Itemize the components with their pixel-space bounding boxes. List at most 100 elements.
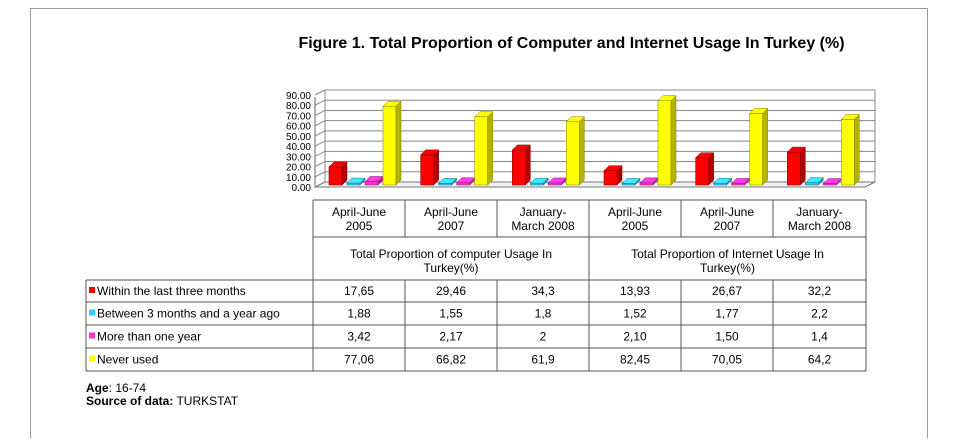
- y-tick-label: 80.00: [286, 101, 311, 112]
- legend-label: Within the last three months: [97, 284, 246, 298]
- bar-side: [708, 152, 714, 186]
- bar-side: [854, 113, 860, 186]
- data-label: 2,10: [623, 330, 647, 344]
- bar: [731, 177, 751, 186]
- group-label: Total Proportion of Internet Usage In: [631, 247, 824, 261]
- source-value: TURKSTAT: [173, 394, 239, 408]
- data-label: 17,65: [344, 284, 374, 298]
- bar: [529, 177, 549, 186]
- bar-front: [328, 166, 343, 186]
- legend-swatch: [89, 355, 95, 362]
- bar-side: [762, 107, 768, 186]
- bar-front: [512, 149, 526, 186]
- y-tick-label: 30.00: [286, 152, 311, 163]
- bar-top: [603, 165, 623, 172]
- y-tick-label: 60.00: [286, 122, 311, 133]
- y-tick-label: 50.00: [286, 132, 311, 143]
- data-label: 1,8: [535, 307, 552, 321]
- y-tick-label: 90.00: [286, 91, 311, 102]
- data-label: 3,42: [347, 330, 371, 344]
- y-tick-label: 40.00: [286, 142, 311, 153]
- bar-side: [487, 111, 493, 186]
- bar-front: [548, 182, 562, 186]
- data-label: 1,77: [715, 307, 739, 321]
- bar-top: [621, 178, 641, 184]
- category-label: 2007: [714, 219, 741, 233]
- bar-top: [749, 108, 769, 114]
- bar-front: [787, 151, 801, 186]
- bar-front: [474, 116, 488, 186]
- bar-top: [438, 178, 458, 184]
- bar: [438, 177, 458, 186]
- y-tick-label: 10.00: [286, 173, 311, 184]
- bar-front: [382, 105, 397, 186]
- bar: [840, 113, 860, 186]
- data-label: 66,82: [436, 353, 466, 367]
- bar: [749, 107, 769, 186]
- bar-front: [566, 121, 580, 186]
- data-label: 1,55: [439, 307, 463, 321]
- data-label: 64,2: [808, 353, 832, 367]
- data-label: 70,05: [712, 353, 742, 367]
- bar-top: [382, 100, 402, 107]
- bar: [382, 100, 402, 186]
- bar-side: [525, 144, 531, 186]
- bar: [713, 177, 733, 186]
- data-label: 32,2: [808, 284, 832, 298]
- category-label: 2005: [346, 219, 373, 233]
- bar-top: [565, 116, 585, 122]
- y-tick-label: 70.00: [286, 111, 311, 122]
- bar-front: [456, 182, 470, 186]
- data-label: 26,67: [712, 284, 742, 298]
- bar: [328, 161, 348, 186]
- y-tick-label: 20.00: [286, 163, 311, 174]
- bar: [621, 177, 641, 186]
- age-note: Age: 16-74: [86, 381, 146, 395]
- age-label: Age: [86, 381, 109, 395]
- bar-top: [529, 177, 549, 184]
- bar-side: [579, 116, 585, 186]
- age-value: : 16-74: [108, 381, 147, 395]
- bar: [695, 152, 715, 186]
- category-label: March 2008: [511, 219, 575, 233]
- bar: [565, 116, 585, 186]
- grid-line: [314, 89, 875, 96]
- bar-front: [713, 182, 727, 186]
- data-label: 2,2: [811, 307, 828, 321]
- bar-top: [713, 177, 733, 184]
- bar-front: [805, 182, 819, 186]
- bar-front: [841, 119, 855, 186]
- bar-top: [840, 114, 860, 120]
- data-label: 13,93: [620, 284, 650, 298]
- bar-front: [657, 100, 672, 186]
- legend-swatch: [89, 332, 95, 339]
- bar-side: [395, 100, 402, 186]
- category-label: April-June: [608, 205, 662, 219]
- bar-top: [474, 111, 494, 117]
- category-label: 2007: [438, 219, 465, 233]
- data-label: 1,4: [811, 330, 828, 344]
- bar-top: [804, 177, 824, 184]
- bar-top: [511, 144, 531, 151]
- bar-top: [786, 146, 806, 153]
- chart-title: Figure 1. Total Proportion of Computer a…: [298, 35, 845, 52]
- bar-top: [420, 149, 440, 156]
- category-label: January-: [520, 205, 567, 219]
- bar-top: [346, 177, 366, 184]
- data-label: 77,06: [344, 353, 374, 367]
- data-label: 2,17: [439, 330, 463, 344]
- y-tick-label: 0.00: [292, 183, 312, 194]
- bar-front: [695, 157, 709, 186]
- bar-front: [346, 182, 361, 186]
- source-note: Source of data: TURKSTAT: [86, 394, 238, 408]
- figure-frame: [30, 8, 928, 438]
- data-label: 1,50: [715, 330, 739, 344]
- bar-side: [800, 146, 806, 186]
- bar: [657, 95, 677, 186]
- bar-top: [328, 161, 348, 168]
- category-label: April-June: [332, 205, 386, 219]
- bar: [639, 177, 659, 186]
- legend-label: Between 3 months and a year ago: [97, 307, 280, 321]
- data-label: 2: [540, 330, 547, 344]
